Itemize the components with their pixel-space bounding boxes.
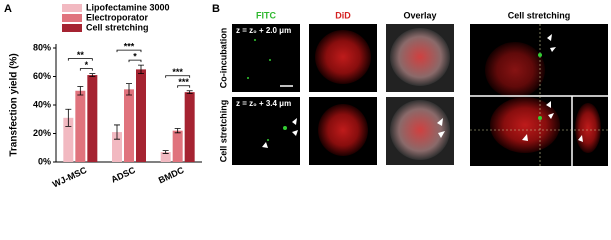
bar — [87, 75, 98, 162]
significance-label: ** — [77, 50, 85, 60]
y-tick-label: 80% — [33, 42, 51, 52]
significance-label: * — [85, 60, 89, 70]
legend-label: Electroporator — [86, 12, 149, 22]
significance-label: *** — [178, 77, 189, 87]
significance-label: *** — [124, 41, 135, 51]
legend-swatch — [62, 24, 82, 32]
bar — [124, 89, 134, 162]
column-header: Cell stretching — [508, 10, 571, 20]
error-bar — [89, 73, 96, 77]
significance-bracket — [128, 59, 142, 63]
legend-label: Lipofectamine 3000 — [86, 2, 170, 12]
column-header: FITC — [256, 10, 276, 20]
row-label: Cell stretching — [218, 100, 228, 163]
significance-bracket — [165, 75, 191, 78]
micrographs — [232, 24, 608, 166]
bar — [75, 90, 86, 162]
row-label: Co-incubation — [218, 28, 228, 89]
x-tick-label: ADSC — [109, 165, 137, 185]
error-bar — [162, 150, 169, 154]
significance-bracket — [116, 49, 142, 53]
significance-bracket — [177, 85, 191, 88]
significance-bracket — [79, 68, 93, 71]
y-tick-label: 40% — [33, 99, 51, 109]
y-axis-label: Transfection yield (%) — [9, 53, 20, 156]
image — [232, 97, 300, 165]
error-bar — [186, 90, 193, 94]
legend-swatch — [62, 14, 82, 22]
bar — [136, 69, 146, 162]
depth-label: z = z₀ + 2.0 μm — [236, 26, 291, 35]
x-tick-label: WJ-MSC — [51, 165, 89, 190]
error-bar — [126, 83, 132, 96]
panel-label: B — [212, 3, 220, 15]
image — [232, 24, 300, 92]
bar — [63, 117, 74, 162]
y-tick-label: 20% — [33, 128, 51, 138]
x-tick-label: BMDC — [157, 165, 186, 186]
bar — [172, 130, 183, 162]
y-tick-label: 60% — [33, 71, 51, 81]
figure: A B Transfection yield (%) FITC DiD Over… — [4, 2, 608, 190]
significance-label: *** — [172, 67, 183, 77]
bar — [112, 132, 122, 162]
panel-label: A — [4, 3, 12, 15]
significance-bracket — [67, 58, 93, 61]
error-bar — [77, 86, 84, 96]
error-bar — [114, 124, 120, 140]
legend-swatch — [62, 4, 82, 12]
bar — [184, 92, 195, 162]
column-header: DiD — [335, 10, 351, 20]
column-header: Overlay — [403, 10, 436, 20]
bar — [160, 152, 171, 162]
error-bar — [174, 128, 181, 134]
significance-label: * — [133, 51, 137, 61]
error-bar — [138, 64, 144, 75]
error-bar — [65, 108, 72, 127]
y-tick-label: 0% — [38, 156, 51, 166]
depth-label: z = z₀ + 3.4 μm — [236, 99, 291, 108]
legend-label: Cell stretching — [86, 22, 149, 32]
